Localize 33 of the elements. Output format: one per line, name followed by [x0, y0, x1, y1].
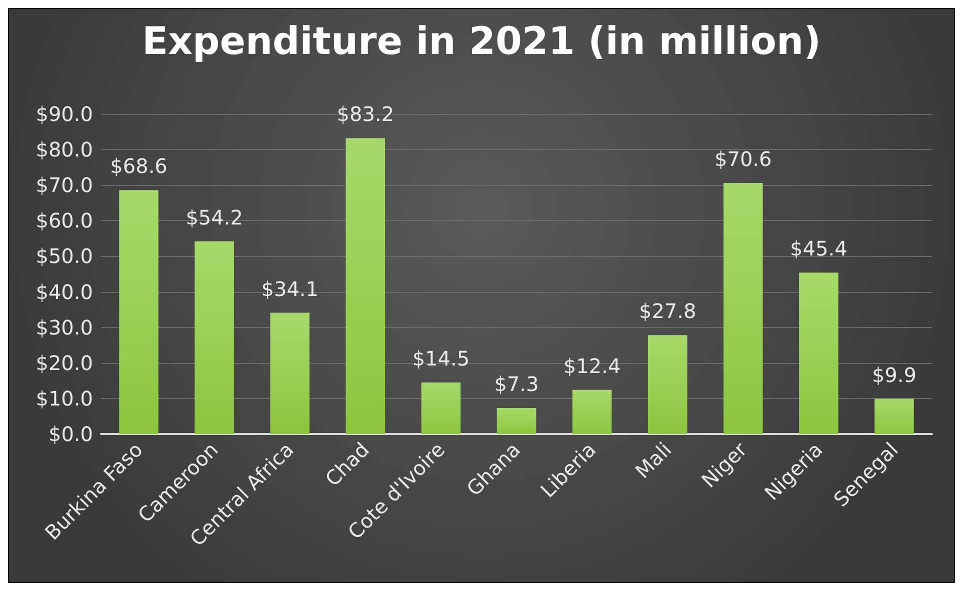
y-tick-label: $20.0: [36, 350, 93, 375]
bar: [346, 138, 386, 434]
data-label: $83.2: [336, 102, 394, 126]
chart-title: Expenditure in 2021 (in million): [142, 19, 821, 63]
bar: [648, 335, 688, 434]
data-label: $7.3: [494, 372, 539, 396]
data-label: $70.6: [714, 146, 772, 171]
bar: [874, 398, 914, 434]
data-label: $9.9: [872, 362, 916, 387]
bar: [723, 182, 763, 434]
y-tick-label: $50.0: [36, 244, 93, 268]
bar: [421, 382, 461, 434]
y-tick-label: $0.0: [48, 422, 93, 446]
y-tick-label: $30.0: [36, 315, 93, 340]
y-tick-label: $70.0: [36, 173, 93, 198]
bar: [496, 408, 536, 434]
y-tick-label: $10.0: [36, 386, 93, 410]
y-tick-label: $90.0: [36, 102, 93, 126]
y-tick-label: $80.0: [36, 138, 93, 162]
y-tick-label: $40.0: [36, 280, 93, 304]
data-label: $12.4: [563, 354, 621, 378]
bar: [119, 190, 158, 434]
data-label: $27.8: [638, 299, 696, 324]
data-label: $34.1: [261, 276, 318, 301]
bar: [270, 312, 310, 434]
data-label: $68.6: [110, 154, 168, 178]
bar: [572, 390, 612, 434]
y-tick-label: $60.0: [36, 208, 93, 233]
data-label: $54.2: [186, 205, 243, 230]
data-label: $45.4: [790, 236, 848, 261]
data-label: $14.5: [412, 346, 470, 370]
bar: [194, 241, 234, 434]
bar: [799, 272, 838, 434]
